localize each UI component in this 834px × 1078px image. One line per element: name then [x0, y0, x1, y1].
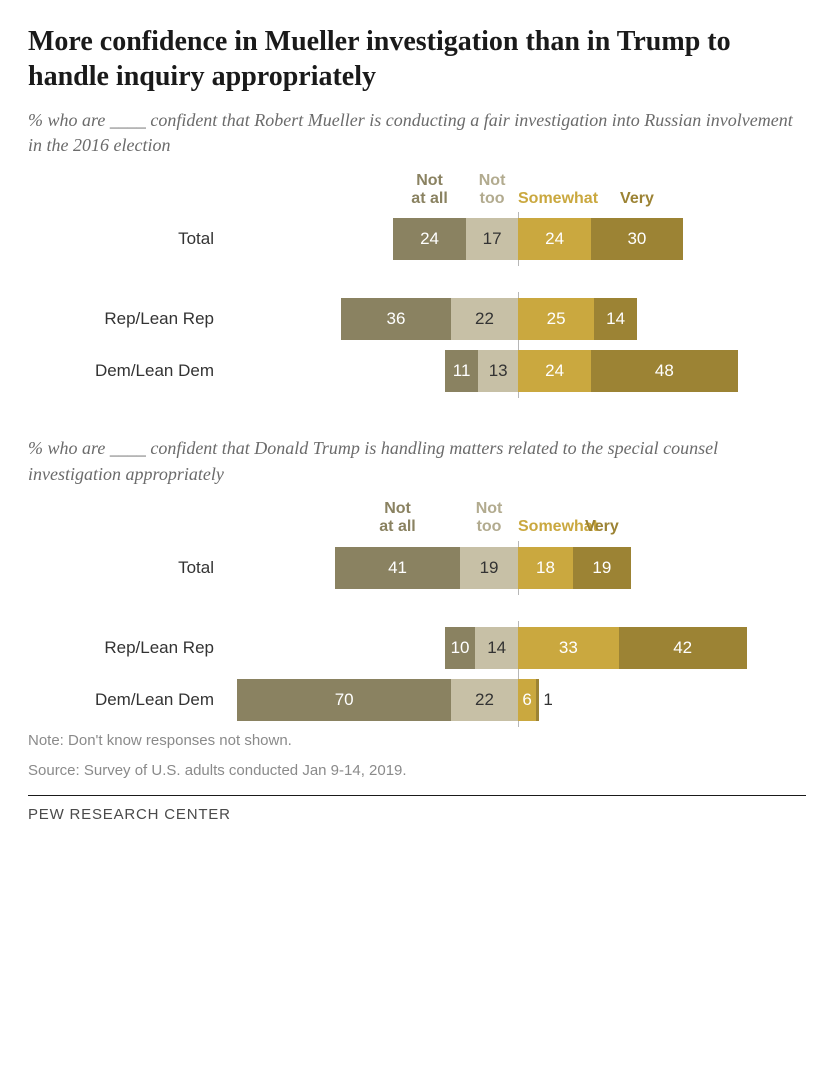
segment-not-too: 22: [451, 298, 518, 340]
segment-very: 48: [591, 350, 737, 392]
chart2-legend: Not at allNot tooSomewhatVery: [28, 497, 806, 537]
segment-not-too: 22: [451, 679, 518, 721]
segment-not-at-all: 11: [445, 350, 479, 392]
segment-very: 30: [591, 218, 683, 260]
bar-area: 19411819: [228, 547, 806, 589]
chart1-subtitle: % who are ____ confident that Robert Mue…: [28, 108, 806, 158]
legend-very: Very: [591, 190, 683, 208]
row-label: Rep/Lean Rep: [28, 638, 228, 658]
bar-area: 1311 2448: [228, 350, 806, 392]
segment-very: 42: [619, 627, 747, 669]
chart-row: Rep/Lean Rep 1410 3342: [28, 627, 806, 669]
source-text: Source: Survey of U.S. adults conducted …: [28, 761, 806, 781]
footer-attribution: PEW RESEARCH CENTER: [28, 806, 806, 823]
legend-somewhat: Somewhat: [518, 190, 591, 208]
row-label: Total: [28, 229, 228, 249]
row-label: Dem/Lean Dem: [28, 361, 228, 381]
value-outside: 1: [539, 679, 552, 721]
segment-somewhat: 24: [518, 218, 591, 260]
segment-not-too: 19: [460, 547, 518, 589]
segment-somewhat: 18: [518, 547, 573, 589]
segment-not-at-all: 41: [335, 547, 460, 589]
row-label: Rep/Lean Rep: [28, 309, 228, 329]
segment-somewhat: 25: [518, 298, 594, 340]
footer-divider: [28, 795, 806, 796]
segment-not-too: 14: [475, 627, 518, 669]
chart2: Total19411819Rep/Lean Rep14103342Dem/Lea…: [28, 543, 806, 721]
legend-not_at_all: Not at all: [335, 500, 460, 537]
chart1-legend: Not at allNot tooSomewhatVery: [28, 168, 806, 208]
segment-very: 14: [594, 298, 637, 340]
chart-row: Dem/Lean Dem 2270 61: [28, 679, 806, 721]
chart1: Total17242430Rep/Lean Rep22362514Dem/Lea…: [28, 214, 806, 392]
row-label: Dem/Lean Dem: [28, 690, 228, 710]
segment-not-at-all: 70: [237, 679, 451, 721]
segment-not-at-all: 10: [445, 627, 476, 669]
chart-row: Total19411819: [28, 547, 806, 589]
chart2-subtitle: % who are ____ confident that Donald Tru…: [28, 436, 806, 486]
segment-somewhat: 6: [518, 679, 536, 721]
chart-row: Dem/Lean Dem 1311 2448: [28, 350, 806, 392]
segment-not-too: 17: [466, 218, 518, 260]
legend-not_at_all: Not at all: [393, 172, 466, 209]
segment-somewhat: 24: [518, 350, 591, 392]
segment-somewhat: 33: [518, 627, 619, 669]
row-label: Total: [28, 558, 228, 578]
segment-very: 19: [573, 547, 631, 589]
legend-not_too: Not too: [460, 500, 518, 537]
bar-area: 1410 3342: [228, 627, 806, 669]
page-title: More confidence in Mueller investigation…: [28, 24, 806, 94]
note-text: Note: Don't know responses not shown.: [28, 731, 806, 751]
legend-not_too: Not too: [466, 172, 518, 209]
legend-somewhat: Somewhat: [518, 518, 573, 536]
bar-area: 2270 61: [228, 679, 806, 721]
bar-area: 2236 2514: [228, 298, 806, 340]
segment-not-too: 13: [478, 350, 518, 392]
segment-not-at-all: 36: [341, 298, 451, 340]
bar-area: 17242430: [228, 218, 806, 260]
chart-row: Total17242430: [28, 218, 806, 260]
segment-not-at-all: 24: [393, 218, 466, 260]
legend-very: Very: [573, 518, 631, 536]
chart-row: Rep/Lean Rep 2236 2514: [28, 298, 806, 340]
